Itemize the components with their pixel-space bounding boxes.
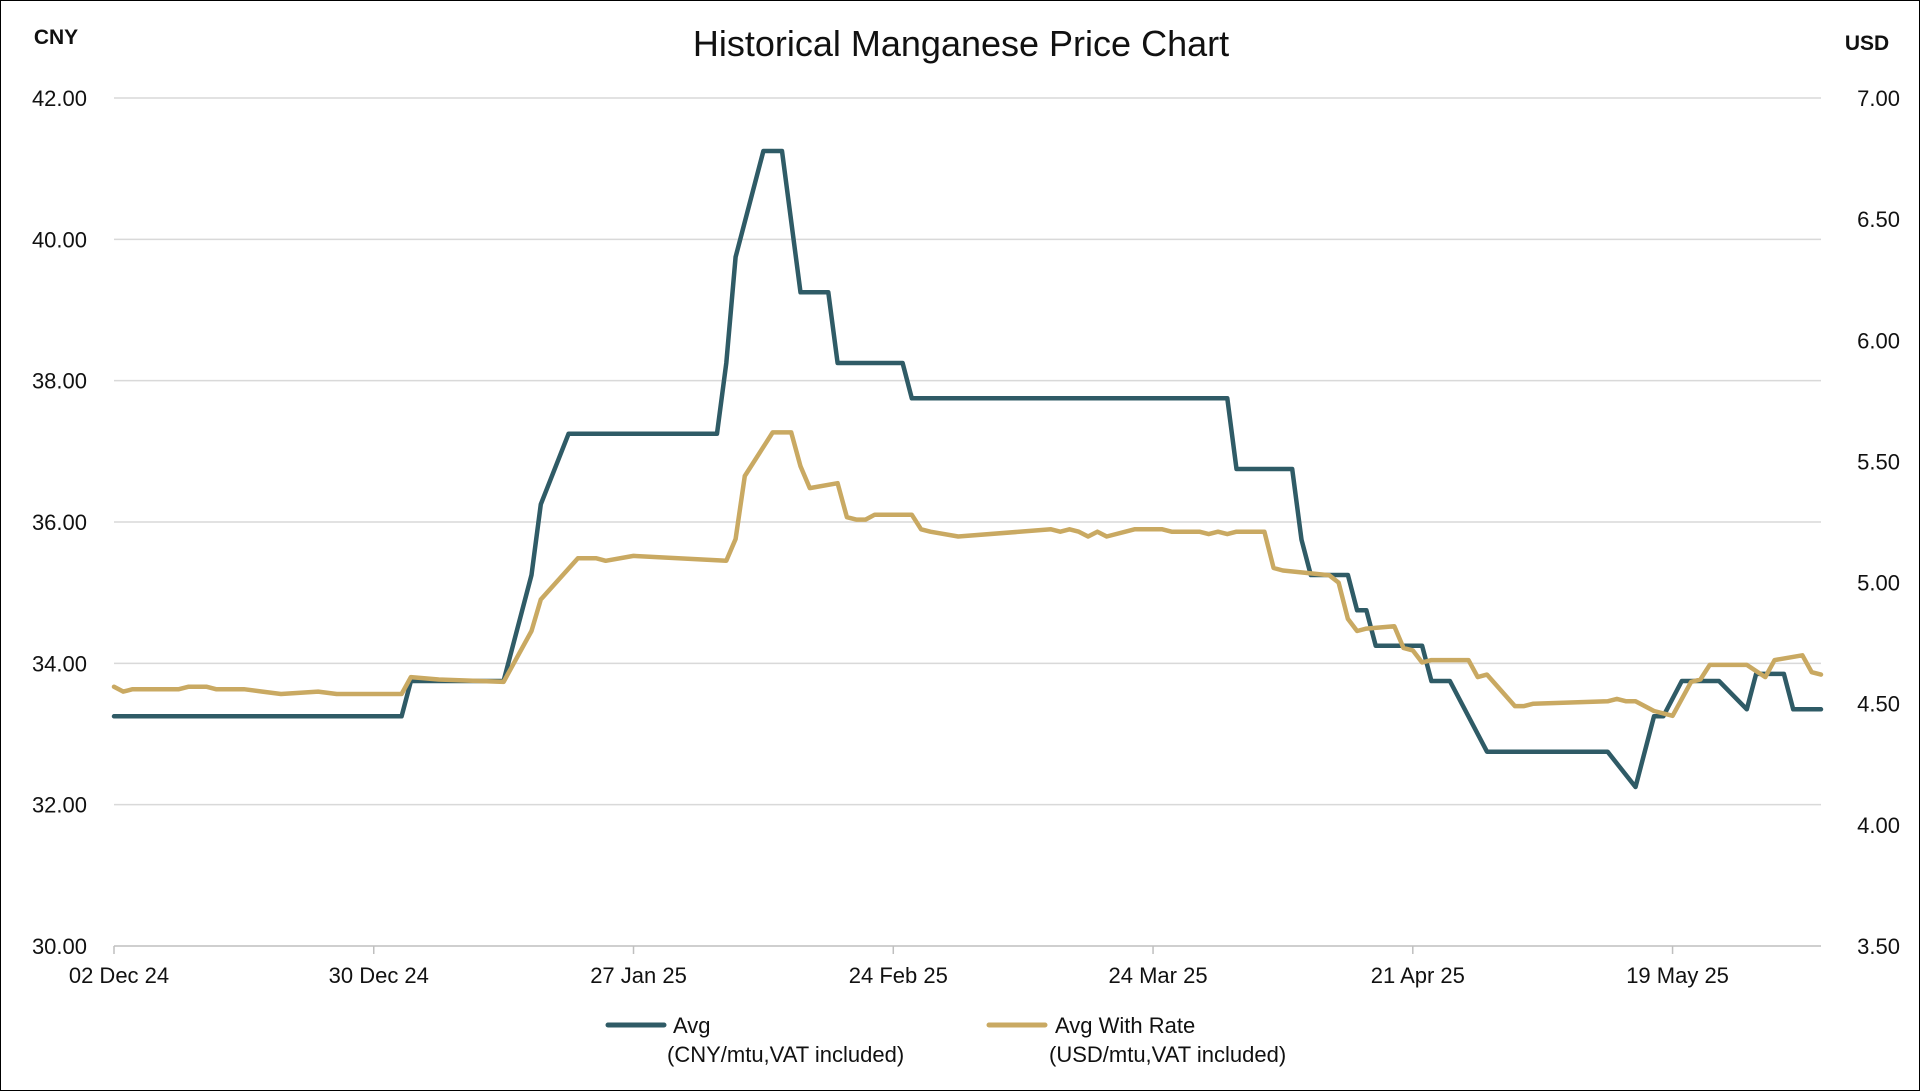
x-tick-label: 24 Feb 25 (849, 963, 948, 988)
x-tick-label: 21 Apr 25 (1371, 963, 1465, 988)
x-tick-label: 02 Dec 24 (69, 963, 169, 988)
y-left-tick-label: 30.00 (32, 934, 87, 959)
right-y-axis: 3.50 4.00 4.50 5.00 5.50 6.00 6.50 7.00 (1857, 86, 1900, 959)
left-y-axis: 30.00 32.00 34.00 36.00 38.00 40.00 42.00 (32, 86, 87, 959)
legend-series-unit: (USD/mtu,VAT included) (1049, 1042, 1286, 1067)
y-left-tick-label: 40.00 (32, 227, 87, 252)
x-tick-label: 30 Dec 24 (329, 963, 429, 988)
y-right-tick-label: 4.00 (1857, 813, 1900, 838)
chart-title: Historical Manganese Price Chart (693, 23, 1229, 64)
series-line-avg-with-rate (111, 430, 1824, 719)
x-tick-label: 24 Mar 25 (1109, 963, 1208, 988)
y-right-tick-label: 7.00 (1857, 86, 1900, 111)
right-axis-unit-label: USD (1845, 32, 1889, 55)
y-right-tick-label: 3.50 (1857, 934, 1900, 959)
y-right-tick-label: 6.50 (1857, 207, 1900, 232)
legend-series-unit: (CNY/mtu,VAT included) (667, 1042, 904, 1067)
y-left-tick-label: 34.00 (32, 651, 87, 676)
x-axis-ticks: 02 Dec 24 30 Dec 24 27 Jan 25 24 Feb 25 24 M… (69, 946, 1729, 988)
series-lines (111, 148, 1824, 790)
series-line-avg (111, 148, 1824, 790)
y-left-tick-label: 38.00 (32, 369, 87, 394)
left-axis-unit-label: CNY (34, 26, 78, 49)
y-right-tick-label: 5.50 (1857, 449, 1900, 474)
y-right-tick-label: 4.50 (1857, 692, 1900, 717)
x-tick-label: 19 May 25 (1626, 963, 1729, 988)
y-left-tick-label: 36.00 (32, 510, 87, 535)
y-right-tick-label: 5.00 (1857, 571, 1900, 596)
legend-series-name: Avg (673, 1013, 711, 1038)
y-right-tick-label: 6.00 (1857, 328, 1900, 353)
y-left-tick-label: 42.00 (32, 86, 87, 111)
legend-series-name: Avg With Rate (1055, 1013, 1195, 1038)
legend: Avg (CNY/mtu,VAT included) Avg With Rate (U… (605, 1013, 1286, 1067)
x-tick-label: 27 Jan 25 (590, 963, 687, 988)
gridlines (114, 97, 1821, 806)
y-left-tick-label: 32.00 (32, 793, 87, 818)
